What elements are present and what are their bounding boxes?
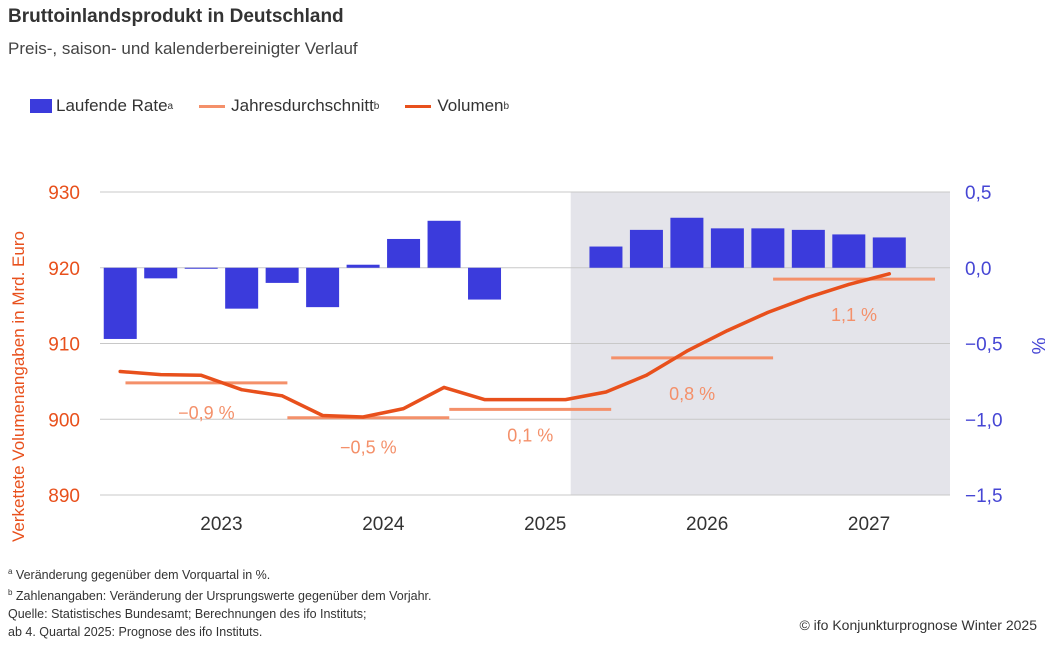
bar-2023Q3 <box>225 267 259 309</box>
average-label-2023: −0,9 % <box>178 403 235 423</box>
legend: Laufende Rate a Jahresdurchschnitt b Volum… <box>30 96 535 116</box>
chart-title: Bruttoinlandsprodukt in Deutschland <box>8 6 344 27</box>
average-label-2026: 0,8 % <box>669 384 715 404</box>
bar-2025Q1 <box>468 267 502 300</box>
legend-sup-b-2: b <box>503 100 510 112</box>
year-label-2024: 2024 <box>362 514 405 535</box>
legend-swatch-average <box>199 104 226 108</box>
year-label-2026: 2026 <box>686 514 728 535</box>
left-tick-label-1: 920 <box>48 259 80 280</box>
bar-2026Q4 <box>751 228 785 268</box>
volume-point-2026Q1 <box>644 373 648 377</box>
legend-swatch-volume <box>405 104 432 108</box>
bar-2022Q4 <box>103 267 137 339</box>
legend-sup-a: a <box>167 100 174 112</box>
volume-point-2023Q1 <box>159 373 163 377</box>
volume-point-2024Q3 <box>402 407 406 411</box>
legend-label-volumen: Volumen <box>437 96 504 115</box>
right-tick-label-0: 0,5 <box>965 183 991 204</box>
legend-label-jahresdurchschnitt: Jahresdurchschnitt <box>231 96 374 115</box>
bar-2023Q2 <box>184 267 218 269</box>
legend-swatch-bar <box>30 99 52 113</box>
volume-point-2025Q4 <box>604 390 608 394</box>
footnote-b-text: Zahlenangaben: Veränderung der Ursprungs… <box>12 589 432 604</box>
legend-sup-b: b <box>373 100 380 112</box>
volume-point-2025Q1 <box>483 398 487 402</box>
footnote-forecast: ab 4. Quartal 2025: Prognose des ifo Ins… <box>8 625 263 640</box>
year-label-2027: 2027 <box>848 514 890 535</box>
right-tick-label-2: −0,5 <box>965 335 1003 356</box>
volume-point-2024Q4 <box>442 385 446 389</box>
volume-point-2026Q2 <box>685 349 689 353</box>
bar-2026Q2 <box>670 217 704 268</box>
volume-point-2024Q2 <box>361 415 365 419</box>
volume-point-2027Q3 <box>887 272 891 276</box>
bar-2023Q4 <box>265 267 299 283</box>
bar-2027Q3 <box>872 237 906 268</box>
bar-2024Q2 <box>346 264 380 268</box>
left-tick-label-0: 930 <box>48 183 80 204</box>
left-tick-label-2: 910 <box>48 335 80 356</box>
right-tick-label-1: 0,0 <box>965 259 991 280</box>
right-tick-label-3: −1,0 <box>965 410 1003 431</box>
bar-2024Q3 <box>387 238 421 268</box>
bar-2026Q3 <box>710 228 744 268</box>
bar-2024Q4 <box>427 220 461 268</box>
year-label-2025: 2025 <box>524 514 566 535</box>
chart-subtitle: Preis-, saison- und kalenderbereinigter … <box>8 39 358 58</box>
left-tick-label-4: 890 <box>48 486 80 507</box>
footnote-a-sup: a <box>8 567 13 576</box>
legend-item-laufende-rate: Laufende Rate a <box>30 96 173 116</box>
footnote-b: b Zahlenangaben: Veränderung der Ursprun… <box>8 584 431 605</box>
average-label-2027: 1,1 % <box>831 305 877 325</box>
average-label-2025: 0,1 % <box>507 425 553 445</box>
volume-line <box>118 272 892 419</box>
legend-label-laufende-rate: Laufende Rate <box>56 96 168 115</box>
legend-item-jahresdurchschnitt: Jahresdurchschnitt b <box>199 96 379 116</box>
volume-point-2025Q2 <box>523 398 527 402</box>
volume-point-2023Q3 <box>240 388 244 392</box>
bar-2025Q4 <box>589 246 623 268</box>
volume-point-2023Q4 <box>280 394 284 398</box>
year-label-2023: 2023 <box>200 514 242 535</box>
right-tick-label-4: −1,5 <box>965 486 1003 507</box>
left-axis-title: Verkettete Volumenangaben in Mrd. Euro <box>9 231 28 542</box>
footnote-b-sup: b <box>8 588 13 598</box>
volume-point-2026Q4 <box>766 310 770 314</box>
volume-point-2022Q4 <box>118 370 122 374</box>
footnote-a: a Veränderung gegenüber dem Vorquartal i… <box>8 563 431 584</box>
average-label-2024: −0,5 % <box>340 438 397 458</box>
volume-point-2025Q3 <box>563 398 567 402</box>
footnote-source: Quelle: Statistisches Bundesamt; Berechn… <box>8 607 367 622</box>
copyright: © ifo Konjunkturprognose Winter 2025 <box>799 617 1037 633</box>
bar-2024Q1 <box>306 267 340 308</box>
legend-item-volumen: Volumen b <box>405 96 509 116</box>
volume-point-2027Q1 <box>806 295 810 299</box>
volume-point-2024Q1 <box>321 413 325 417</box>
volume-point-2027Q2 <box>847 282 851 286</box>
bar-2027Q2 <box>832 234 866 268</box>
volume-point-2026Q3 <box>725 329 729 333</box>
bar-2027Q1 <box>791 229 825 268</box>
footnote-a-text: Veränderung gegenüber dem Vorquartal in … <box>12 568 271 583</box>
bar-2026Q1 <box>629 229 663 268</box>
right-axis-title: % <box>1027 338 1045 355</box>
bar-2023Q1 <box>144 267 178 279</box>
left-tick-label-3: 900 <box>48 410 80 431</box>
volume-point-2023Q2 <box>199 373 203 377</box>
footnotes: a Veränderung gegenüber dem Vorquartal i… <box>8 563 431 641</box>
